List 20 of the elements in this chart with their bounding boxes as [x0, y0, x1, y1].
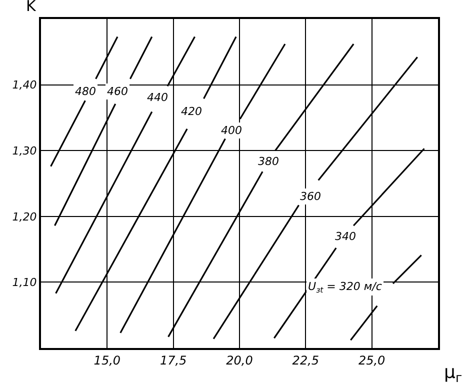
x-tick-label: 17,5	[160, 353, 187, 368]
annotation: 380	[258, 155, 279, 168]
annotation: 360	[300, 190, 321, 203]
x-tick-label: 25,0	[358, 353, 386, 368]
y-axis-title: K	[26, 0, 37, 15]
annotation: 340	[335, 230, 356, 243]
annotation: 400	[221, 124, 242, 137]
y-tick-label: 1,40	[12, 78, 37, 92]
annotation: U$_{зt}$ = 320 м/с	[308, 280, 382, 294]
y-tick-label: 1,20	[12, 210, 37, 224]
annotation: 420	[181, 105, 202, 118]
annotation: 460	[107, 85, 128, 98]
x-tick-label: 15,0	[94, 353, 121, 368]
annotation: 480	[75, 85, 96, 98]
annotation: 440	[147, 91, 168, 104]
x-axis-title: μ$_{г}$	[444, 362, 462, 385]
y-tick-label: 1,10	[12, 276, 37, 290]
x-tick-label: 20,0	[226, 353, 254, 368]
y-tick-label: 1,30	[12, 144, 37, 158]
x-tick-label: 22,5	[292, 353, 320, 368]
